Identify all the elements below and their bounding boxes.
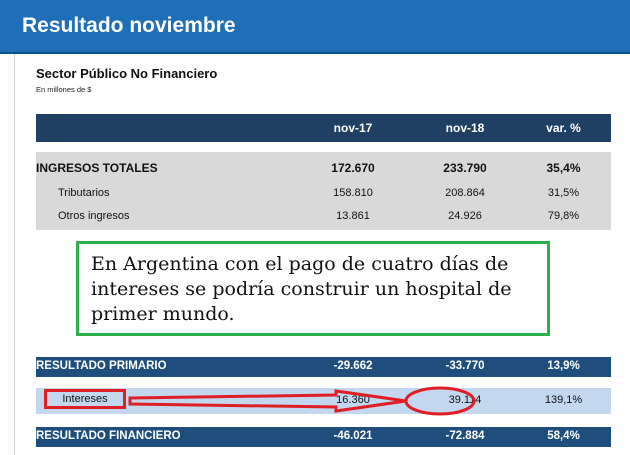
intereses-row: Intereses 16.360 39.114 139,1% (36, 388, 611, 414)
intereses-label: Intereses (44, 389, 126, 409)
value-var: 31,5% (547, 187, 580, 199)
value-nov18: 208.864 (445, 187, 485, 199)
value-var: 35,4% (546, 161, 581, 175)
table-row: Tributarios 158.810 208.864 31,5% (36, 187, 611, 209)
value-nov17: 172.670 (331, 161, 375, 175)
slide-title: Resultado noviembre (22, 14, 236, 37)
value-var: 58,4% (547, 430, 580, 442)
resultado-financiero-row: RESULTADO FINANCIERO -46.021 -72.884 58,… (36, 427, 611, 447)
row-label: RESULTADO FINANCIERO (36, 430, 181, 442)
value-nov17: -29.662 (333, 360, 373, 372)
slide-header: Resultado noviembre (0, 0, 630, 54)
resultado-primario-row: RESULTADO PRIMARIO -29.662 -33.770 13,9% (36, 357, 611, 377)
row-label: Tributarios (58, 187, 110, 199)
section-title: Sector Público No Financiero (36, 66, 218, 81)
column-header-nov18: nov-18 (445, 121, 485, 135)
row-label: Otros ingresos (58, 210, 130, 222)
value-nov18: -72.884 (445, 430, 485, 442)
value-var: 79,8% (547, 210, 580, 222)
ingresos-block (36, 152, 611, 230)
value-nov17: 16.360 (336, 394, 370, 406)
callout-box: En Argentina con el pago de cuatro días … (76, 241, 550, 336)
value-nov18: 39.114 (448, 394, 482, 406)
value-nov18: 233.790 (443, 161, 487, 175)
value-nov17: -46.021 (333, 430, 373, 442)
value-nov17: 158.810 (333, 187, 373, 199)
row-label: RESULTADO PRIMARIO (36, 360, 167, 372)
column-header-var: var. % (546, 121, 581, 135)
column-header-nov17: nov-17 (333, 121, 373, 135)
value-var: 13,9% (547, 360, 580, 372)
value-nov17: 13.861 (336, 210, 370, 222)
table-header-row: nov-17 nov-18 var. % (36, 114, 611, 142)
row-label: INGRESOS TOTALES (36, 161, 158, 175)
section-subtitle: En millones de $ (36, 85, 92, 94)
value-nov18: -33.770 (445, 360, 485, 372)
table-row: INGRESOS TOTALES 172.670 233.790 35,4% (36, 161, 611, 183)
table-row: Otros ingresos 13.861 24.926 79,8% (36, 210, 611, 232)
value-var: 139,1% (544, 394, 583, 406)
value-nov18: 24.926 (448, 210, 482, 222)
